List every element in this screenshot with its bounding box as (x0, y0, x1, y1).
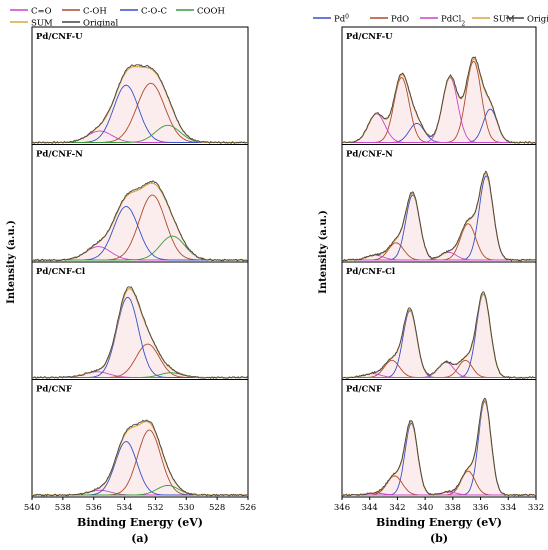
x-tick-label: 346 (334, 503, 350, 513)
peak-pdo (342, 470, 536, 496)
sum-area (32, 421, 248, 495)
x-axis-label: Binding Energy (eV) (376, 516, 502, 529)
x-tick-label: 334 (500, 503, 516, 513)
subplot-label: Pd/CNF-Cl (346, 267, 396, 277)
original-curve (341, 397, 536, 497)
subplot-pd-cnf-u: Pd/CNF-U (341, 32, 537, 144)
peak-pdcl2 (342, 373, 536, 378)
legend-label-original: Original (527, 15, 548, 25)
original-curve (31, 286, 249, 380)
original-curve (341, 56, 537, 144)
x-tick-label: 338 (445, 503, 461, 513)
legend-label-cooh: COOH (197, 7, 225, 17)
x-tick-label: 332 (528, 503, 544, 513)
sum-area (342, 58, 536, 143)
sum-area (32, 183, 248, 260)
panel-label: (a) (131, 532, 149, 545)
legend-label-c-o-c: C-O-C (141, 7, 167, 17)
peak-pd0 (342, 293, 536, 378)
sum-area (32, 288, 248, 378)
subplot-pd-cnf: Pd/CNF (31, 385, 248, 497)
subplot-pd-cnf-cl: Pd/CNF-Cl (31, 267, 249, 380)
x-tick-label: 526 (240, 503, 256, 513)
original-curve (31, 419, 248, 497)
subplot-label: Pd/CNF (346, 385, 382, 395)
original-curve (31, 180, 249, 262)
legend-label-sum: SUM (493, 15, 515, 25)
sum-area (342, 293, 536, 378)
subplot-pd-cnf-n: Pd/CNF-N (341, 150, 537, 262)
subplot-label: Pd/CNF-N (346, 150, 393, 160)
x-tick-label: 538 (55, 503, 71, 513)
subplot-pd-cnf-u: Pd/CNF-U (31, 32, 249, 144)
subplot-label: Pd/CNF-U (36, 32, 83, 42)
subplot-pd-cnf: Pd/CNF (341, 385, 536, 497)
subplot-label: Pd/CNF (36, 385, 72, 395)
sum-curve (342, 172, 536, 261)
peak-pd0 (342, 175, 536, 261)
x-tick-label: 532 (147, 503, 163, 513)
x-tick-label: 530 (178, 503, 194, 513)
x-axis-label: Binding Energy (eV) (77, 516, 203, 529)
x-tick-label: 534 (116, 503, 132, 513)
sum-curve (342, 293, 536, 379)
panel-a: C=O C-OH C-O-C COOH SUM Original 540 538 536 534 5… (6, 7, 256, 546)
legend-label-sum: SUM (31, 19, 53, 29)
original-curve (341, 170, 537, 262)
peak-pd0 (342, 194, 536, 261)
y-axis-label: Intensity (a.u.) (6, 220, 17, 304)
original-curve (341, 291, 537, 380)
peak-pdo (342, 475, 536, 496)
legend-label-c-o: C=O (31, 7, 52, 17)
subplot-label: Pd/CNF-Cl (36, 267, 86, 277)
legend-label-pdcl2: PdCl2 (441, 15, 465, 28)
legend-label-pd0: Pd0 (334, 13, 349, 25)
sum-curve (342, 399, 536, 496)
sum-area (32, 66, 248, 143)
legend-label-original: Original (83, 19, 118, 29)
x-tick-label: 342 (389, 503, 405, 513)
x-tick-label: 536 (86, 503, 102, 513)
subplot-label: Pd/CNF-U (346, 32, 393, 42)
x-tick-label: 340 (417, 503, 433, 513)
subplot-label: Pd/CNF-N (36, 150, 83, 160)
panel-b: Pd0 PdO PdCl2 SUM Original 346 344 342 340 338 336… (313, 13, 548, 545)
sum-area (342, 400, 536, 495)
subplot-pd-cnf-cl: Pd/CNF-Cl (341, 267, 537, 380)
original-curve (31, 64, 249, 144)
subplot-pd-cnf-n: Pd/CNF-N (31, 150, 249, 262)
y-axis-label: Intensity (a.u.) (318, 210, 329, 294)
legend-label-c-oh: C-OH (83, 7, 107, 17)
x-tick-label: 336 (472, 503, 488, 513)
x-tick-label: 528 (209, 503, 225, 513)
legend-label-pdo: PdO (391, 15, 409, 25)
sum-area (342, 173, 536, 260)
peak-pdo (342, 223, 536, 261)
x-tick-label: 540 (24, 503, 40, 513)
x-tick-label: 344 (362, 503, 378, 513)
peak-pd0 (342, 423, 536, 496)
panel-label: (b) (430, 532, 448, 545)
peak-pd0 (342, 400, 536, 496)
